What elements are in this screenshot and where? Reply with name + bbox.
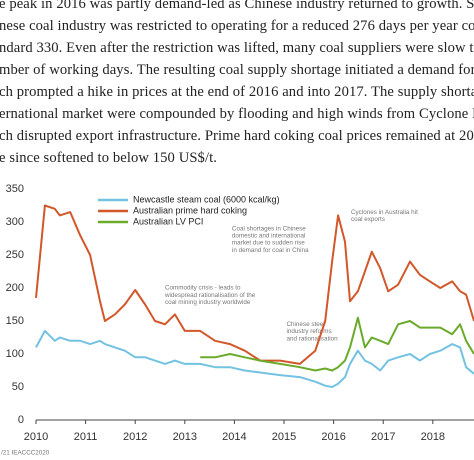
annotation: and rationalisation	[286, 335, 338, 342]
annotation: coal exports	[351, 216, 385, 223]
annotation: Chinese steel	[286, 321, 324, 328]
annotation: coal mining industry worldwide	[165, 299, 251, 306]
annotation: widespread rationalisation of the	[164, 292, 256, 299]
x-tick-label: 2012	[123, 431, 147, 443]
text-line: nese coal industry was restricted to ope…	[0, 18, 474, 34]
annotation: Cyclones in Australia hit	[351, 209, 418, 216]
series-line	[35, 329, 474, 388]
y-tick-label: 200	[6, 282, 24, 294]
x-tick-label: 2014	[222, 431, 246, 443]
legend-label: Australian prime hard coking	[133, 205, 247, 215]
annotation: Coal shortages in Chinese	[232, 225, 306, 232]
x-tick-label: 2018	[421, 431, 445, 443]
series-line	[35, 204, 474, 365]
y-tick-label: 100	[6, 348, 24, 360]
text-line: ch disrupted export infrastructure. Prim…	[0, 128, 474, 144]
x-tick-label: 2015	[272, 431, 296, 443]
y-tick-label: 150	[6, 315, 24, 327]
series-line	[200, 316, 474, 372]
text-line: ndard 330. Even after the restriction wa…	[0, 40, 474, 56]
text-line: mber of working days. The resulting coal…	[0, 62, 474, 78]
annotation: industry reforms	[286, 328, 331, 335]
text-line: ch prompted a hike in prices at the end …	[0, 84, 474, 100]
legend-label: Newcastle steam coal (6000 kcal/kg)	[133, 194, 280, 204]
annotation: domestic and international	[232, 232, 306, 239]
x-tick-label: 2013	[173, 431, 197, 443]
annotation: in demand for coal in China	[232, 247, 309, 254]
text-line: e peak in 2016 was partly demand-led as …	[0, 0, 474, 12]
legend-label: Australian LV PCI	[133, 216, 203, 226]
y-tick-label: 300	[6, 216, 24, 228]
y-tick-label: 50	[12, 381, 24, 393]
annotation: market due to sudden rise	[232, 240, 305, 247]
x-tick-label: 2011	[74, 431, 98, 443]
text-line: e since softened to below 150 US$/t.	[0, 150, 218, 166]
x-tick-label: 2017	[371, 431, 395, 443]
y-tick-label: 0	[18, 414, 24, 426]
y-tick-label: 250	[6, 249, 24, 261]
y-tick-label: 350	[6, 183, 24, 195]
x-tick-label: 2010	[24, 431, 48, 443]
text-line: ernational market were compounded by flo…	[0, 106, 474, 122]
x-tick-label: 2016	[321, 431, 345, 443]
annotation: Commodity crisis - leads to	[165, 285, 241, 292]
source: /21 IEACCC2020	[1, 450, 50, 457]
